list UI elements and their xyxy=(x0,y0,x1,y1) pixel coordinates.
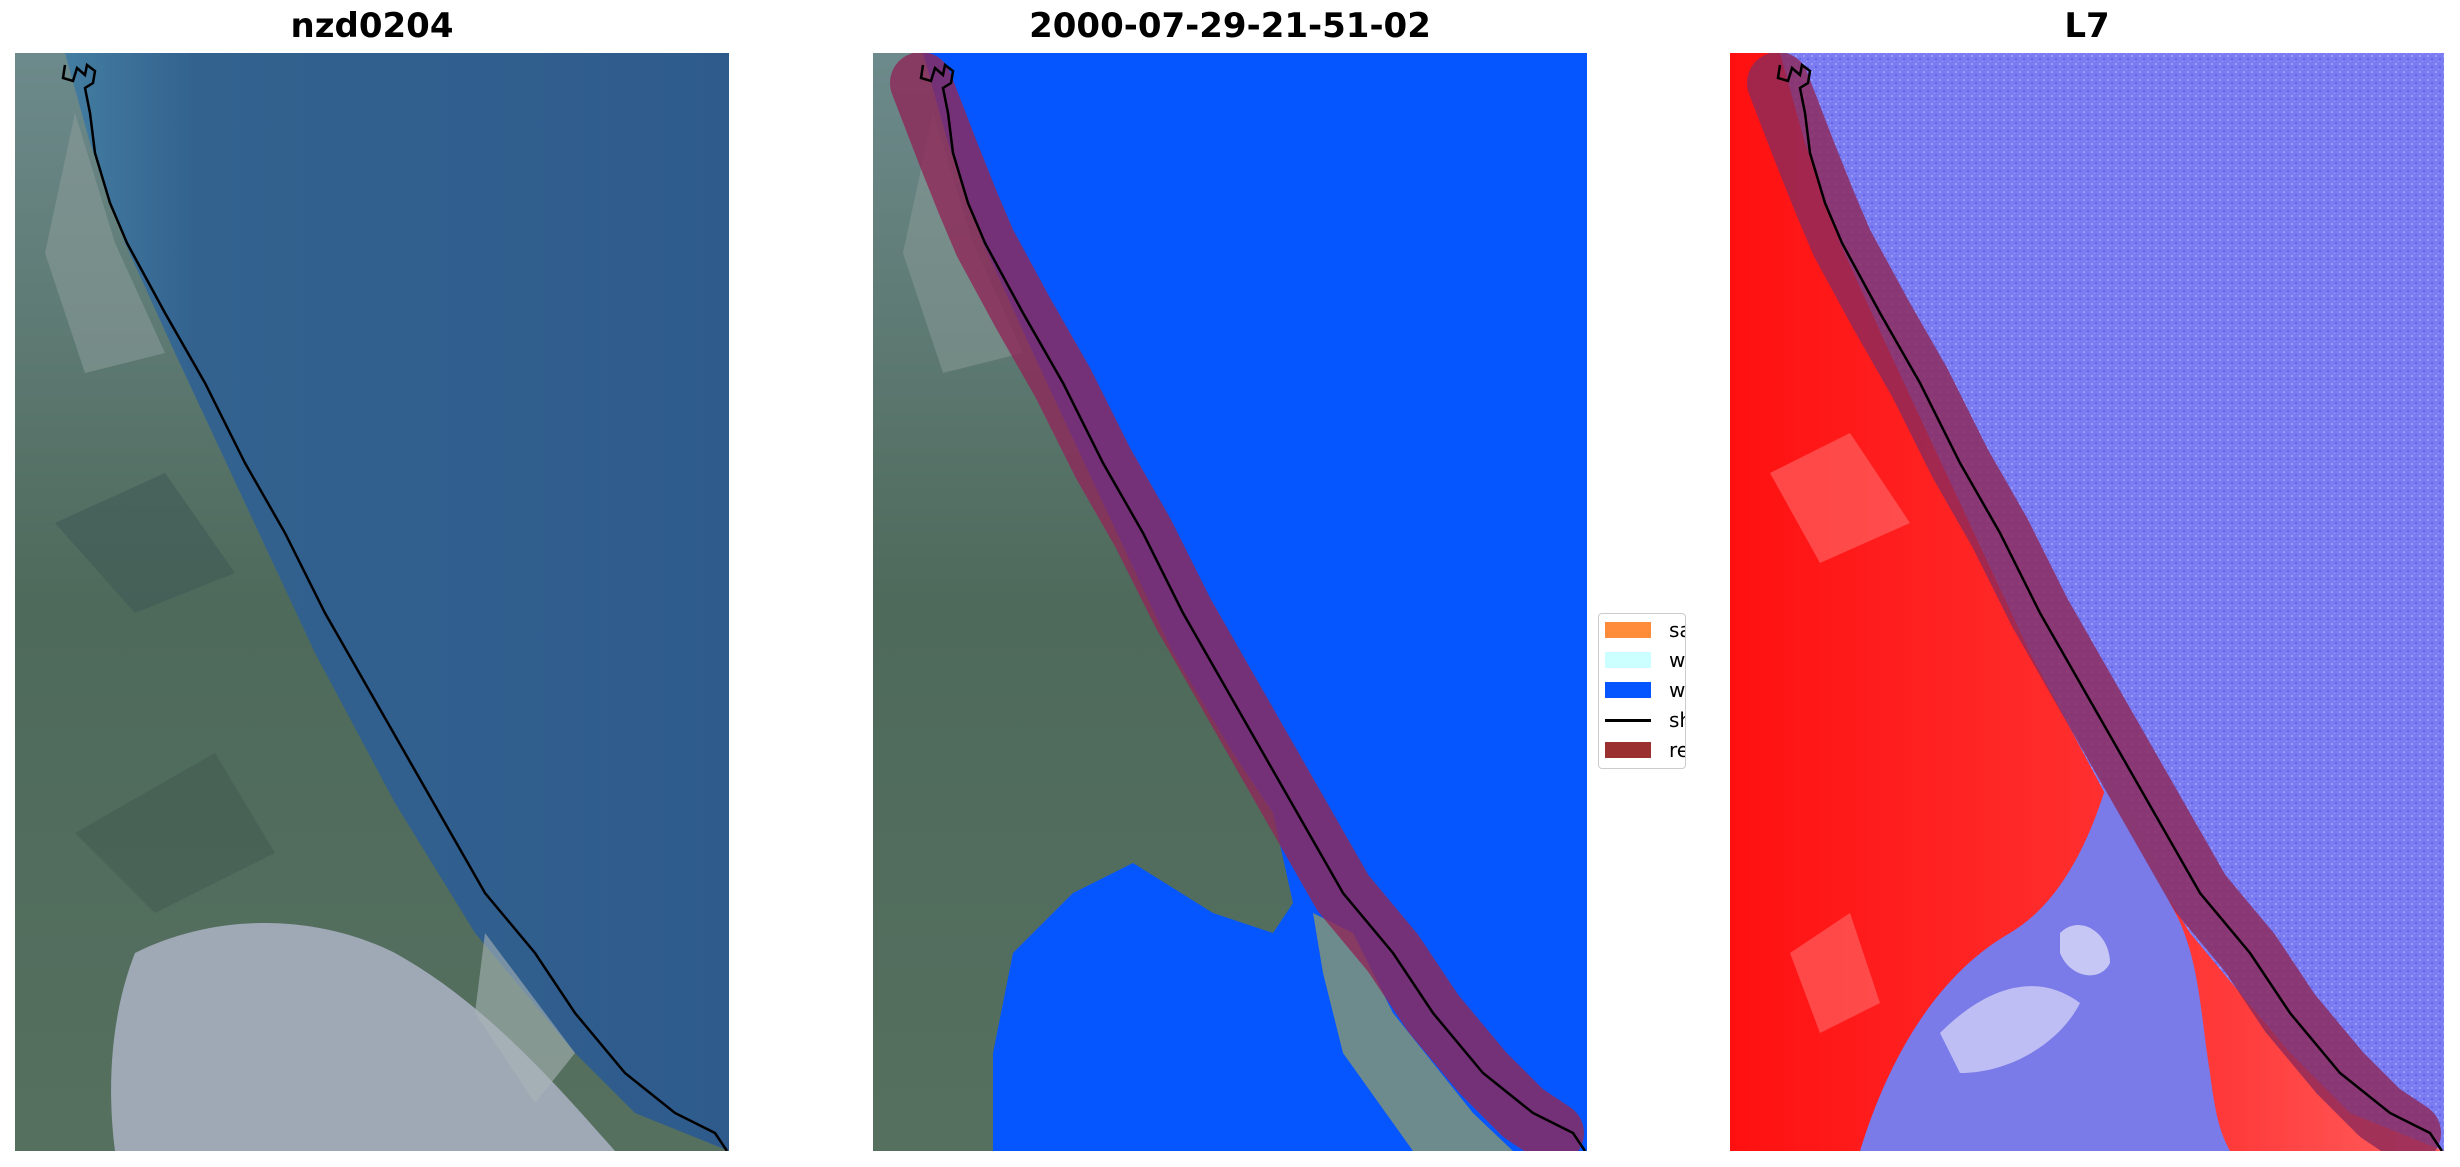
legend-label-reference: referen xyxy=(1669,738,1685,762)
legend-label-shoreline: shorel xyxy=(1669,708,1685,732)
legend-swatch-reference xyxy=(1605,742,1651,758)
legend-swatch-water xyxy=(1605,682,1651,698)
legend-line-shoreline xyxy=(1605,719,1651,722)
index-image xyxy=(1730,53,2444,1151)
legend-swatch-sand xyxy=(1605,622,1651,638)
rgb-image xyxy=(15,53,729,1151)
panel-title-index: L7 xyxy=(2064,6,2110,46)
legend-label-water: water xyxy=(1669,678,1686,702)
legend-item-water: water xyxy=(1605,678,1686,702)
legend-item-reference: referen xyxy=(1605,738,1685,762)
legend-label-sand: sand xyxy=(1669,618,1685,642)
shoreline-trace xyxy=(1776,62,2444,1151)
legend-item-shoreline: shorel xyxy=(1605,708,1685,732)
legend-item-sand: sand xyxy=(1605,618,1685,642)
index-image-panel xyxy=(1730,53,2444,1151)
panel-title-classified: 2000-07-29-21-51-02 xyxy=(1029,6,1431,46)
legend-item-whitewater: whitew xyxy=(1605,648,1686,672)
legend-label-whitewater: whitew xyxy=(1669,648,1686,672)
legend-swatch-whitewater xyxy=(1605,652,1651,668)
shoreline-trace xyxy=(919,62,1587,1151)
panel-title-rgb: nzd0204 xyxy=(290,6,454,46)
rgb-image-panel xyxy=(15,53,729,1151)
legend: sand whitew water shorel referen xyxy=(1598,613,1686,769)
classified-image-panel xyxy=(873,53,1587,1151)
classified-image xyxy=(873,53,1587,1151)
shoreline-trace xyxy=(61,62,729,1151)
